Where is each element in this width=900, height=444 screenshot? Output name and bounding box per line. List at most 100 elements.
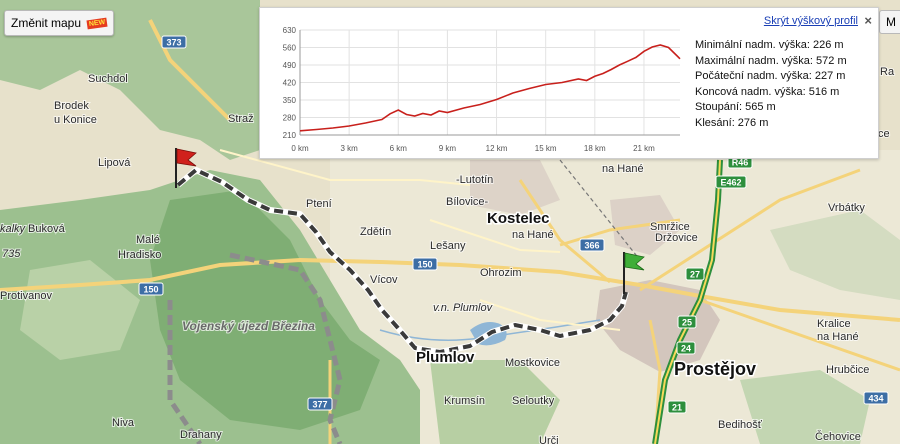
place-label: na Hané: [602, 163, 644, 175]
road-number-badge: 377: [307, 397, 333, 411]
svg-text:21: 21: [672, 403, 682, 413]
map-type-label: M: [886, 15, 896, 29]
elevation-series-line: [299, 44, 681, 132]
road-number-badge: 366: [579, 238, 605, 252]
place-label: Malé: [136, 234, 160, 246]
start-flag-icon[interactable]: [175, 148, 197, 188]
place-label: Buková: [28, 223, 66, 235]
place-label: Kostelec: [487, 210, 550, 227]
stat-min-elevation: Minimální nadm. výška: 226 m: [695, 39, 844, 51]
change-map-button[interactable]: Změnit mapu NEW: [4, 10, 115, 36]
place-label: Drahany: [180, 429, 222, 441]
close-icon[interactable]: ×: [864, 13, 872, 28]
place-label: Ra: [880, 66, 895, 78]
y-tick-label: 280: [283, 114, 297, 123]
svg-text:366: 366: [584, 241, 599, 251]
road-number-badge: 150: [412, 257, 438, 271]
x-tick-label: 12 km: [486, 144, 508, 153]
svg-text:27: 27: [690, 270, 700, 280]
place-label: na Hané: [817, 331, 859, 343]
x-tick-label: 21 km: [633, 144, 655, 153]
place-label: Ohrozim: [480, 267, 522, 279]
y-tick-label: 420: [283, 79, 297, 88]
hide-profile-link[interactable]: Skrýt výškový profil: [763, 15, 858, 27]
place-label: Protivanov: [0, 290, 52, 302]
stat-descent: Klesání: 276 m: [695, 116, 769, 129]
road-badges: 373 150 150 366 377 27 25 24 21 434 E462 R46: [138, 35, 889, 414]
place-label: Ptení: [306, 198, 332, 210]
svg-text:150: 150: [143, 285, 158, 295]
y-tick-label: 490: [283, 61, 297, 70]
stat-ascent: Stoupání: 565 m: [695, 101, 776, 113]
end-flag-icon[interactable]: [623, 252, 645, 294]
place-label: ce: [878, 128, 890, 140]
stat-start-elevation: Počáteční nadm. výška: 227 m: [695, 70, 846, 82]
svg-text:434: 434: [868, 394, 883, 404]
place-label: Vícov: [370, 274, 398, 286]
place-label: Plumlov: [416, 349, 475, 366]
place-label: kalky: [0, 223, 27, 235]
road-number-badge: 434: [863, 391, 889, 405]
road-number-badge: 25: [677, 315, 697, 329]
y-tick-label: 560: [283, 44, 297, 53]
svg-text:25: 25: [682, 318, 692, 328]
place-label: -Lutotín: [456, 174, 493, 186]
place-label: Kralice: [817, 318, 851, 330]
elevation-profile-panel: 210 280 350 420 490 560 630 0 km 3 km 6 km 9 km 12 …: [259, 7, 879, 159]
map-type-button[interactable]: M: [879, 10, 900, 34]
place-label: Brodek: [54, 100, 89, 112]
place-label: Vrbátky: [828, 202, 865, 214]
place-label: Vojenský újezd Březina: [182, 319, 315, 333]
place-label: Hrubčice: [826, 364, 869, 376]
road-number-badge: 27: [685, 267, 705, 281]
military-area-border: [167, 252, 343, 444]
forest-west: [0, 0, 260, 160]
road-number-badge: 150: [138, 282, 164, 296]
place-label: Bílovice-: [446, 196, 489, 208]
stat-end-elevation: Koncová nadm. výška: 516 m: [695, 85, 840, 98]
place-label: Lipová: [98, 157, 131, 169]
place-label: Suchdol: [88, 73, 128, 85]
road-number-badge: R46: [727, 155, 753, 169]
place-label: 735: [2, 248, 21, 260]
y-tick-label: 210: [283, 131, 297, 140]
change-map-label: Změnit mapu: [11, 16, 82, 30]
y-tick-label: 630: [283, 26, 297, 35]
road-number-badge: 373: [161, 35, 187, 49]
x-tick-label: 0 km: [291, 144, 309, 153]
x-tick-label: 9 km: [439, 144, 457, 153]
place-label: Čehovice: [815, 430, 861, 443]
x-tick-label: 6 km: [390, 144, 408, 153]
road-number-badge: 21: [667, 400, 687, 414]
place-label: Mostkovice: [505, 357, 560, 369]
road-number-badge: 24: [676, 341, 696, 355]
place-label: v.n. Plumlov: [433, 302, 494, 314]
stat-max-elevation: Maximální nadm. výška: 572 m: [695, 54, 847, 67]
place-label: Držovice: [655, 232, 698, 244]
place-label: Straž: [228, 113, 254, 125]
road-number-badge: E462: [715, 175, 747, 189]
place-label: na Hané: [512, 229, 554, 241]
place-label: Zdětín: [360, 226, 391, 238]
place-label: Prostějov: [674, 359, 756, 379]
svg-text:24: 24: [681, 344, 691, 354]
new-badge: NEW: [86, 17, 108, 29]
place-label: u Konice: [54, 114, 97, 126]
place-label: Smržice: [650, 221, 690, 233]
place-label: Seloutky: [512, 395, 555, 407]
x-tick-label: 18 km: [584, 144, 606, 153]
x-tick-label: 3 km: [340, 144, 358, 153]
place-label: Krumsín: [444, 395, 485, 407]
svg-text:373: 373: [166, 38, 181, 48]
y-tick-label: 350: [283, 96, 297, 105]
place-label: Lešany: [430, 240, 466, 252]
place-label: Bedihošť: [718, 419, 763, 431]
place-labels: Suchdol Brodek u Konice Straž Lipová Buková Ma…: [0, 65, 896, 444]
place-label: Urči: [539, 435, 559, 444]
place-label: Hradisko: [118, 249, 161, 261]
svg-text:E462: E462: [720, 178, 741, 188]
svg-text:150: 150: [417, 260, 432, 270]
roads-layer: [0, 19, 900, 444]
x-tick-label: 15 km: [535, 144, 557, 153]
svg-text:R46: R46: [732, 158, 749, 168]
